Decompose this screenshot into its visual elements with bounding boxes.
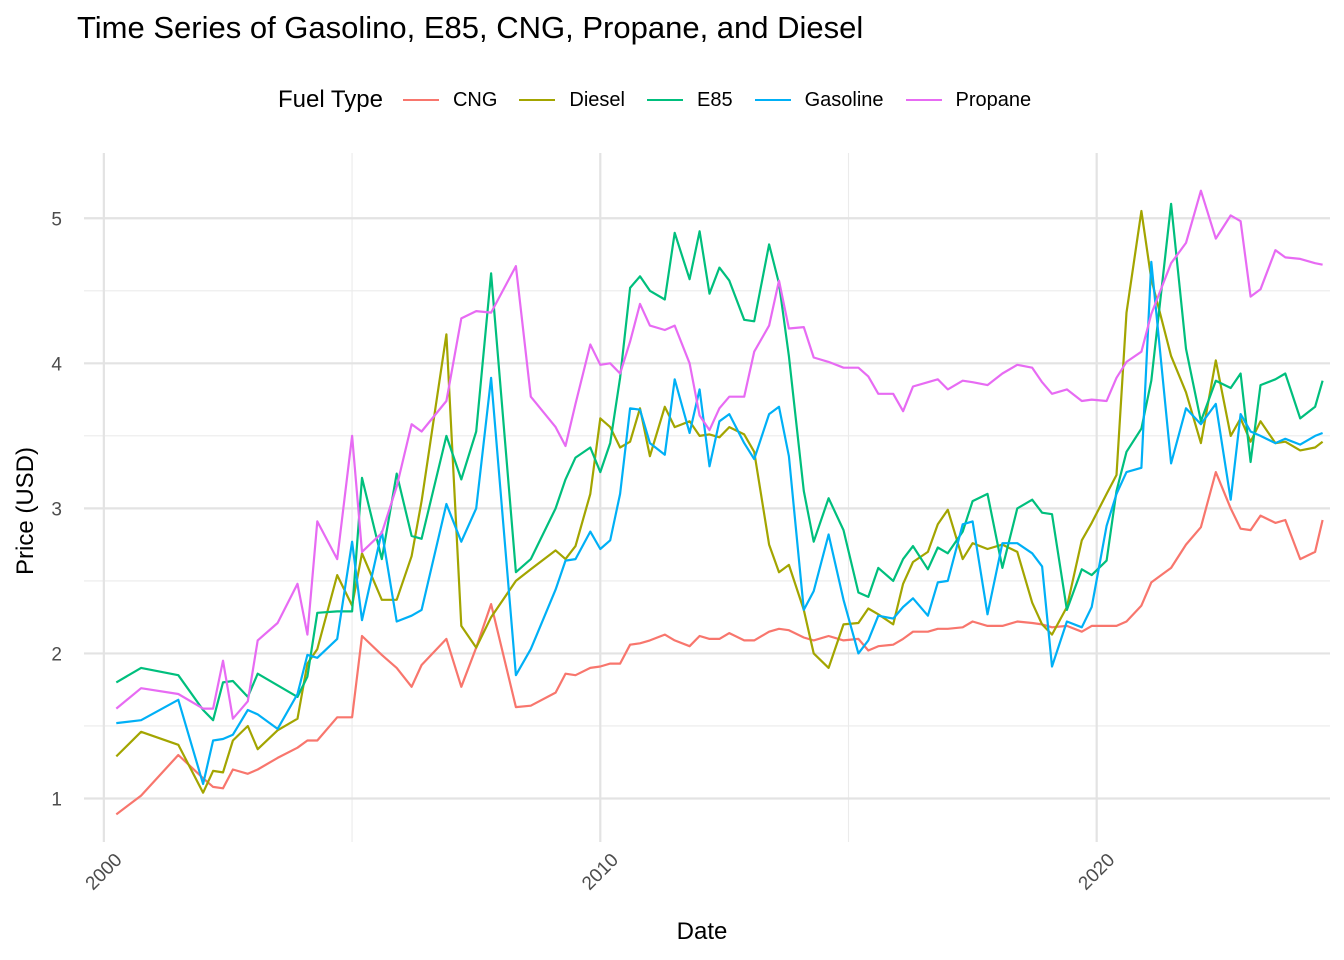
- legend-key-cng: [402, 99, 439, 101]
- series-line-gasoline: [116, 260, 1323, 786]
- y-tick-label: 1: [51, 789, 62, 810]
- legend-label-diesel: Diesel: [569, 88, 625, 111]
- major-gridlines: [84, 153, 1330, 842]
- y-tick-label: 3: [51, 499, 62, 520]
- legend-item-cng: CNG: [402, 88, 498, 112]
- legend-item-e85: E85: [646, 88, 733, 112]
- y-axis-tick-labels: 1 2 3 4 5: [51, 209, 62, 810]
- x-axis-label: Date: [677, 918, 728, 945]
- legend-item-propane: Propane: [905, 88, 1032, 112]
- legend-key-diesel: [519, 99, 556, 101]
- series-line-cng: [115, 471, 1324, 816]
- x-tick-label: 2000: [82, 850, 127, 895]
- chart-title: Time Series of Gasolino, E85, CNG, Propa…: [77, 10, 864, 45]
- legend-label-gasoline: Gasoline: [804, 88, 884, 111]
- y-tick-label: 2: [51, 644, 62, 665]
- legend-key-propane: [905, 99, 942, 101]
- x-tick-label: 2010: [578, 850, 623, 895]
- legend: Fuel Type CNG Diesel E85 Gasoline Propan…: [278, 84, 1053, 116]
- series-line-propane: [115, 189, 1323, 720]
- y-axis-label: Price (USD): [12, 447, 39, 575]
- legend-label-e85: E85: [696, 88, 733, 111]
- legend-title: Fuel Type: [278, 86, 383, 113]
- legend-label-cng: CNG: [452, 88, 498, 111]
- x-tick-label: 2020: [1075, 850, 1120, 895]
- legend-key-e85: [646, 99, 683, 101]
- legend-label-propane: Propane: [955, 88, 1032, 111]
- legend-key-gasoline: [754, 99, 791, 101]
- series-line-diesel: [115, 209, 1324, 794]
- legend-item-gasoline: Gasoline: [754, 88, 884, 112]
- x-axis-tick-labels: 2000 2010 2020: [82, 850, 1120, 895]
- y-tick-label: 4: [51, 354, 62, 375]
- series-line-e85: [115, 202, 1324, 722]
- series-lines: [115, 189, 1324, 816]
- minor-gridlines: [84, 153, 1330, 842]
- y-tick-label: 5: [51, 209, 62, 230]
- legend-item-diesel: Diesel: [519, 89, 625, 112]
